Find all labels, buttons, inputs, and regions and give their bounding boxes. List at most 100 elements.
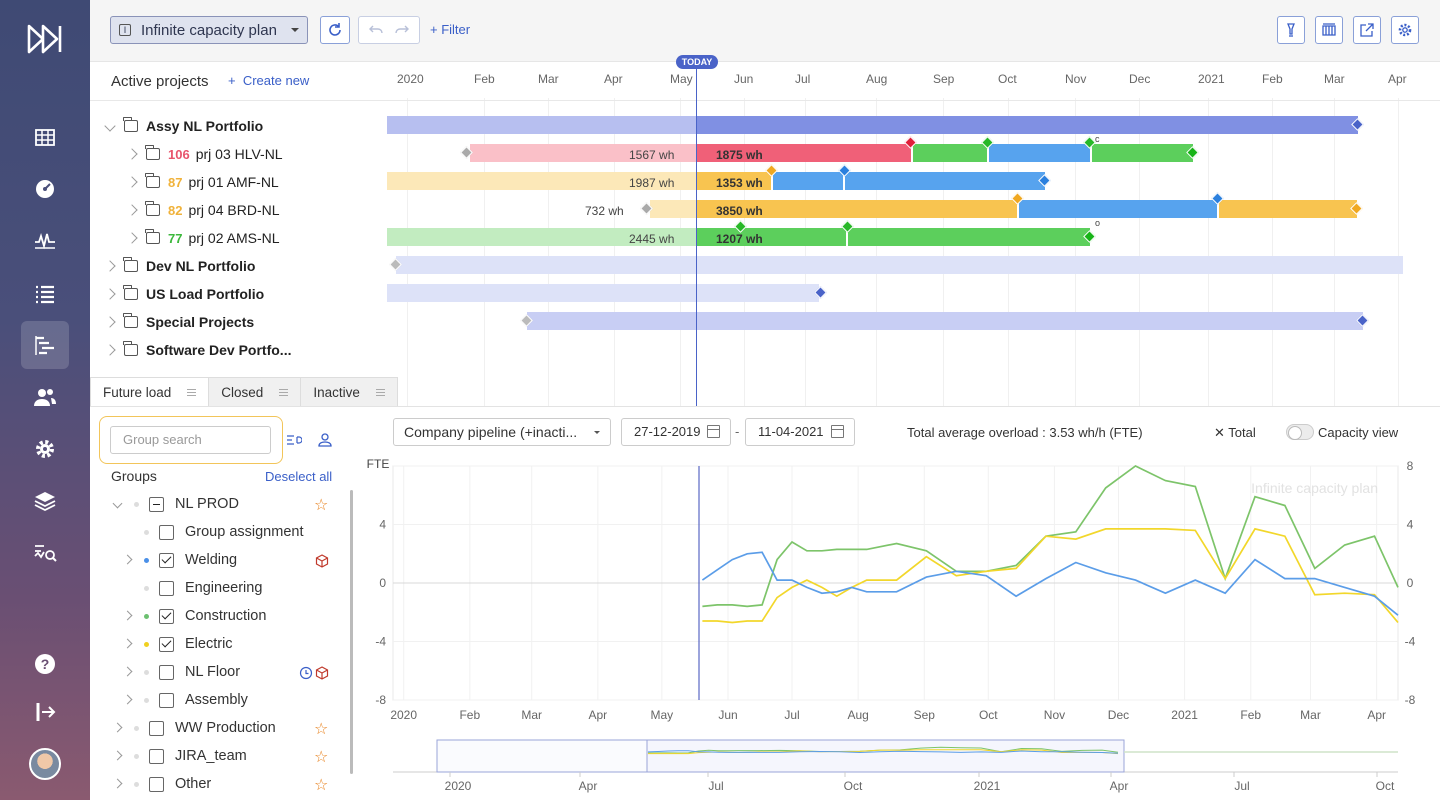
group-checkbox[interactable] bbox=[159, 609, 174, 624]
group-item[interactable]: WW Production ☆ bbox=[0, 715, 350, 743]
tab-closed[interactable]: Closed bbox=[208, 377, 302, 407]
columns-button[interactable] bbox=[1315, 16, 1343, 44]
group-item[interactable]: Welding bbox=[0, 547, 350, 575]
refresh-button[interactable] bbox=[320, 16, 350, 44]
cube-icon[interactable] bbox=[315, 666, 329, 680]
portfolio-row[interactable]: US Load Portfolio bbox=[104, 280, 406, 308]
group-item[interactable]: Other ☆ bbox=[0, 771, 350, 799]
cube-icon[interactable] bbox=[315, 554, 329, 568]
calendar-icon[interactable] bbox=[707, 425, 720, 438]
project-row[interactable]: 77 prj 02 AMS-NL bbox=[126, 224, 428, 252]
chevron-right-icon[interactable] bbox=[104, 316, 116, 328]
chevron-right-icon[interactable] bbox=[104, 260, 116, 272]
avatar[interactable] bbox=[29, 748, 61, 780]
star-icon[interactable]: ☆ bbox=[314, 497, 329, 514]
star-icon[interactable]: ☆ bbox=[314, 749, 329, 766]
capacity-view-toggle[interactable] bbox=[1286, 424, 1314, 440]
menu-icon[interactable] bbox=[375, 389, 385, 396]
filter-button[interactable]: + Filter bbox=[430, 22, 471, 37]
menu-icon[interactable] bbox=[187, 389, 197, 396]
hint-button[interactable] bbox=[1277, 16, 1305, 44]
group-checkbox[interactable] bbox=[149, 749, 164, 764]
activity-icon[interactable] bbox=[21, 217, 69, 265]
group-checkbox[interactable] bbox=[159, 525, 174, 540]
portfolio-row[interactable]: Dev NL Portfolio bbox=[104, 252, 406, 280]
group-item[interactable]: Engineering bbox=[0, 575, 350, 603]
group-item[interactable]: Group assignment bbox=[0, 519, 350, 547]
chevron-right-icon[interactable] bbox=[126, 204, 138, 216]
gantt-bar[interactable] bbox=[1092, 144, 1193, 162]
gantt-bar[interactable] bbox=[773, 172, 843, 190]
analytics-search-icon[interactable] bbox=[21, 529, 69, 577]
gantt-bar[interactable] bbox=[696, 228, 846, 246]
group-checkbox[interactable] bbox=[159, 665, 174, 680]
export-button[interactable] bbox=[1353, 16, 1381, 44]
gantt-icon[interactable] bbox=[21, 321, 69, 369]
group-item[interactable]: NL Floor bbox=[0, 659, 350, 687]
group-checkbox[interactable] bbox=[159, 637, 174, 652]
portfolio-bar[interactable] bbox=[387, 116, 696, 134]
gantt-bar[interactable] bbox=[848, 228, 1090, 246]
total-toggle[interactable]: ✕ Total bbox=[1214, 425, 1256, 440]
chevron-right-icon[interactable] bbox=[104, 288, 116, 300]
chevron-right-icon[interactable] bbox=[126, 148, 138, 160]
user-icon[interactable] bbox=[318, 432, 332, 448]
group-search-input[interactable]: Group search bbox=[110, 426, 271, 454]
chevron-right-icon[interactable] bbox=[112, 722, 123, 733]
gantt-bar[interactable] bbox=[845, 172, 1045, 190]
calendar-icon[interactable] bbox=[831, 425, 844, 438]
project-row[interactable]: 82 prj 04 BRD-NL bbox=[126, 196, 428, 224]
gantt-bar[interactable] bbox=[650, 200, 696, 218]
logout-icon[interactable] bbox=[21, 688, 69, 736]
chevron-right-icon[interactable] bbox=[122, 554, 133, 565]
project-row[interactable]: 106 prj 03 HLV-NL bbox=[126, 140, 428, 168]
gantt-bar[interactable] bbox=[387, 172, 696, 190]
gantt-bar[interactable] bbox=[387, 228, 696, 246]
list-icon[interactable] bbox=[21, 269, 69, 317]
calendar-grid-icon[interactable] bbox=[21, 113, 69, 161]
group-item[interactable]: Construction bbox=[0, 603, 350, 631]
date-to-input[interactable]: 11-04-2021 bbox=[745, 418, 855, 446]
portfolio-row[interactable]: Special Projects bbox=[104, 308, 406, 336]
portfolio-row[interactable]: Software Dev Portfo... bbox=[104, 336, 406, 364]
chevron-right-icon[interactable] bbox=[112, 750, 123, 761]
gantt-bar[interactable] bbox=[696, 200, 1017, 218]
group-checkbox[interactable] bbox=[159, 581, 174, 596]
chevron-right-icon[interactable] bbox=[112, 778, 123, 789]
chevron-right-icon[interactable] bbox=[126, 232, 138, 244]
gantt-bar[interactable] bbox=[989, 144, 1090, 162]
chevron-down-icon[interactable] bbox=[104, 120, 116, 132]
gantt-bar[interactable] bbox=[696, 144, 911, 162]
portfolio-bar[interactable] bbox=[527, 312, 1363, 330]
clock-icon[interactable] bbox=[299, 666, 313, 680]
gantt-bar[interactable] bbox=[1019, 200, 1217, 218]
settings-button[interactable] bbox=[1391, 16, 1419, 44]
group-checkbox[interactable] bbox=[149, 721, 164, 736]
chevron-down-icon[interactable] bbox=[112, 498, 123, 509]
portfolio-bar[interactable] bbox=[396, 256, 1403, 274]
star-icon[interactable]: ☆ bbox=[314, 721, 329, 738]
gantt-bar[interactable] bbox=[696, 172, 771, 190]
settings-gear-icon[interactable] bbox=[21, 425, 69, 473]
layers-icon[interactable] bbox=[21, 477, 69, 525]
group-checkbox[interactable] bbox=[159, 693, 174, 708]
tab-future-load[interactable]: Future load bbox=[90, 377, 210, 407]
group-item[interactable]: JIRA_team ☆ bbox=[0, 743, 350, 771]
portfolio-bar[interactable] bbox=[696, 116, 1358, 134]
gantt-bar[interactable] bbox=[470, 144, 696, 162]
deselect-all-link[interactable]: Deselect all bbox=[265, 469, 333, 484]
group-checkbox[interactable] bbox=[149, 497, 164, 512]
tab-inactive[interactable]: Inactive bbox=[300, 377, 398, 407]
plan-selector[interactable]: I Infinite capacity plan bbox=[110, 16, 308, 44]
chevron-right-icon[interactable] bbox=[126, 176, 138, 188]
portfolio-bar[interactable] bbox=[387, 284, 819, 302]
gantt-bar[interactable] bbox=[1219, 200, 1357, 218]
chevron-right-icon[interactable] bbox=[122, 694, 133, 705]
dashboard-gauge-icon[interactable] bbox=[21, 165, 69, 213]
group-checkbox[interactable] bbox=[149, 777, 164, 792]
date-from-input[interactable]: 27-12-2019 bbox=[621, 418, 731, 446]
gantt-bar[interactable] bbox=[913, 144, 987, 162]
project-row[interactable]: 87 prj 01 AMF-NL bbox=[126, 168, 428, 196]
chevron-right-icon[interactable] bbox=[104, 344, 116, 356]
chevron-right-icon[interactable] bbox=[122, 610, 133, 621]
